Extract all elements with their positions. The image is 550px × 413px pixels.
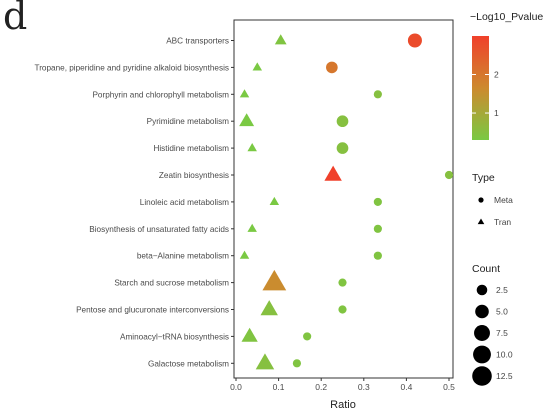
meta-point — [373, 197, 382, 206]
meta-point — [326, 61, 338, 74]
x-tick-label: 0.5 — [443, 382, 455, 392]
category-label: Galactose metabolism — [148, 359, 229, 368]
x-tick-label: 0.4 — [400, 382, 412, 392]
x-tick-label: 0.1 — [273, 382, 285, 392]
x-tick-label: 0.3 — [358, 382, 370, 392]
tran-point — [269, 196, 280, 206]
category-label: Pentose and glucuronate interconversions — [76, 306, 229, 315]
meta-point — [338, 278, 347, 287]
color-legend-title: −Log10_Pvalue — [470, 11, 543, 23]
shape-legend-label: Meta — [494, 195, 513, 205]
size-legend-label: 7.5 — [496, 328, 508, 338]
meta-point — [292, 359, 302, 368]
data-points — [239, 33, 454, 370]
tran-point — [324, 165, 342, 181]
meta-point — [336, 115, 349, 128]
category-label: Starch and sucrose metabolism — [114, 279, 229, 288]
shape-legend-items: Meta Tran — [477, 195, 513, 227]
tran-point — [239, 250, 250, 259]
shape-legend-title: Type — [472, 172, 495, 184]
category-label: beta−Alanine metabolism — [137, 252, 229, 261]
x-tick-label: 0.2 — [315, 382, 327, 392]
tran-point — [247, 223, 257, 232]
color-legend-bar — [472, 36, 489, 140]
meta-point — [373, 90, 382, 99]
tran-point — [241, 327, 258, 342]
meta-point — [303, 332, 312, 341]
size-legend-dot — [476, 284, 488, 296]
tran-point — [247, 143, 257, 152]
shape-legend-triangle — [477, 218, 485, 225]
color-tick-label: 1 — [494, 108, 499, 118]
meta-point — [336, 142, 349, 154]
size-legend-label: 5.0 — [496, 307, 508, 317]
tran-point — [239, 89, 250, 98]
x-axis-title: Ratio — [330, 399, 356, 411]
tran-point — [262, 269, 287, 291]
tran-point — [239, 113, 255, 127]
panel-label: d — [3, 0, 28, 38]
size-legend-items: 2.5 5.0 7.5 10.0 12.5 — [472, 284, 513, 386]
color-legend-ticks: 12 — [472, 70, 499, 118]
size-legend-dot — [472, 366, 492, 386]
plot-panel — [233, 19, 454, 379]
meta-point — [407, 33, 422, 48]
tran-point — [252, 62, 263, 71]
size-legend-label: 2.5 — [496, 285, 508, 295]
category-label: Linoleic acid metabolism — [140, 198, 229, 207]
category-label: Pyrimidine metabolism — [147, 117, 230, 126]
color-tick-label: 2 — [494, 70, 499, 80]
size-legend-dot — [475, 304, 489, 319]
category-label: Tropane, piperidine and pyridine alkaloi… — [35, 63, 230, 72]
category-label: Biosynthesis of unsaturated fatty acids — [89, 225, 229, 234]
size-legend-dot — [474, 325, 490, 341]
meta-point — [373, 224, 382, 233]
meta-point — [444, 170, 454, 180]
tran-point — [260, 300, 278, 316]
size-legend-label: 10.0 — [496, 350, 513, 360]
shape-legend-label: Tran — [494, 217, 511, 227]
shape-legend-circle — [478, 197, 484, 203]
category-label: Histidine metabolism — [153, 144, 229, 153]
x-axis-ticks: 0.0 0.1 0.2 0.3 0.4 0.5 — [230, 378, 455, 392]
category-labels: ABC transporters Tropane, piperidine and … — [35, 37, 234, 368]
category-label: Porphyrin and chlorophyll metabolism — [92, 90, 229, 99]
tran-point — [274, 34, 287, 45]
meta-point — [338, 305, 347, 314]
category-label: Zeatin biosynthesis — [159, 171, 229, 180]
x-tick-label: 0.0 — [230, 382, 242, 392]
size-legend-title: Count — [472, 263, 500, 275]
tran-point — [255, 353, 275, 370]
size-legend-dot — [473, 345, 491, 364]
category-label: ABC transporters — [166, 37, 229, 46]
category-label: Aminoacyl−tRNA biosynthesis — [120, 332, 229, 341]
size-legend-label: 12.5 — [496, 371, 513, 381]
meta-point — [373, 251, 382, 260]
